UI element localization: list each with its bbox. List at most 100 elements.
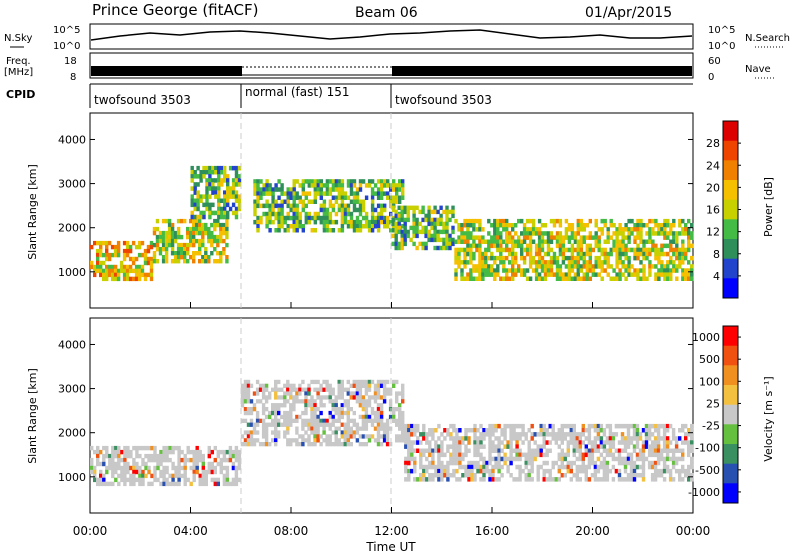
velocity-echo-cell <box>364 418 369 423</box>
velocity-echo-cell <box>325 379 329 385</box>
velocity-echo-cell <box>611 440 616 445</box>
power-echo-cell <box>313 211 317 217</box>
velocity-echo-cell <box>500 464 504 470</box>
power-echo-cell <box>537 255 542 261</box>
power-echo-cell <box>514 260 518 265</box>
velocity-echo-cell <box>123 461 127 467</box>
velocity-echo-cell <box>488 436 492 441</box>
velocity-colorbar-frame <box>722 325 739 504</box>
velocity-echo-cell <box>458 460 462 466</box>
velocity-echo-cell <box>334 418 338 423</box>
velocity-echo-cell <box>165 469 169 475</box>
power-echo-cell <box>210 251 214 256</box>
power-echo-cell <box>176 251 181 256</box>
power-echo-cell <box>179 247 184 252</box>
velocity-echo-cell <box>367 414 372 420</box>
power-echo-cell <box>469 276 473 281</box>
velocity-echo-cell <box>446 477 450 482</box>
power-echo-cell <box>561 276 566 281</box>
velocity-echo-cell <box>635 423 640 429</box>
velocity-echo-cell <box>542 428 546 433</box>
power-echo-cell <box>502 264 506 269</box>
velocity-echo-cell <box>446 432 450 437</box>
power-echo-cell <box>558 268 563 273</box>
velocity-echo-cell <box>572 428 576 433</box>
velocity-echo-cell <box>117 453 121 459</box>
velocity-echo-cell <box>261 403 266 408</box>
power-echo-cell <box>307 215 311 221</box>
power-echo-cell <box>567 247 572 253</box>
power-echo-cell <box>226 182 230 187</box>
power-echo-cell <box>481 227 485 232</box>
power-echo-cell <box>472 255 476 261</box>
power-echo-cell <box>657 276 661 281</box>
power-echo-cell <box>558 276 563 281</box>
power-echo-cell <box>454 218 458 224</box>
velocity-echo-cell <box>337 391 341 396</box>
velocity-echo-cell <box>153 449 157 455</box>
power-echo-cell <box>395 199 399 204</box>
power-echo-cell <box>534 264 539 269</box>
velocity-colorbar-tick-label: -1000 <box>688 486 720 499</box>
velocity-colorbar-tick-label: -25 <box>702 420 720 433</box>
power-echo-cell <box>128 276 133 282</box>
velocity-echo-cell <box>192 449 196 455</box>
velocity-echo-cell <box>575 473 579 478</box>
power-echo-cell <box>280 207 284 213</box>
velocity-echo-cell <box>690 464 694 470</box>
velocity-echo-cell <box>407 456 411 462</box>
velocity-echo-cell <box>243 438 248 443</box>
velocity-echo-cell <box>605 436 610 441</box>
velocity-echo-cell <box>428 477 432 482</box>
velocity-echo-cell <box>629 456 634 462</box>
power-echo-cell <box>588 231 592 236</box>
velocity-echo-cell <box>681 468 685 474</box>
power-echo-cell <box>457 235 461 240</box>
power-echo-cell <box>496 255 500 261</box>
velocity-echo-cell <box>632 464 637 470</box>
velocity-echo-cell <box>123 469 127 475</box>
velocity-echo-cell <box>198 457 202 463</box>
velocity-echo-cell <box>632 477 637 482</box>
velocity-echo-cell <box>434 468 438 474</box>
power-echo-cell <box>690 255 694 261</box>
velocity-echo-cell <box>539 464 543 470</box>
velocity-echo-cell <box>358 442 363 447</box>
velocity-echo-cell <box>542 452 546 458</box>
power-echo-cell <box>660 251 664 257</box>
velocity-echo-cell <box>174 445 178 451</box>
power-echo-cell <box>195 251 199 256</box>
power-echo-cell <box>543 231 548 236</box>
power-echo-cell <box>219 230 223 236</box>
velocity-echo-cell <box>401 422 405 427</box>
power-echo-cell <box>654 255 658 261</box>
velocity-echo-cell <box>346 442 350 447</box>
power-echo-cell <box>457 260 461 265</box>
velocity-echo-cell <box>575 464 579 470</box>
power-echo-cell <box>289 207 293 213</box>
power-echo-cell <box>627 218 631 224</box>
power-echo-cell <box>478 268 482 273</box>
velocity-echo-cell <box>313 403 317 408</box>
velocity-echo-cell <box>503 452 507 458</box>
power-echo-cell <box>167 238 172 244</box>
power-echo-cell <box>225 234 229 240</box>
power-echo-cell <box>217 202 221 208</box>
velocity-echo-cell <box>467 440 471 445</box>
velocity-echo-cell <box>343 387 347 392</box>
power-echo-cell <box>579 276 583 281</box>
velocity-echo-cell <box>515 456 519 462</box>
power-echo-cell <box>555 239 560 244</box>
power-echo-cell <box>271 191 275 196</box>
power-echo-cell <box>383 224 387 229</box>
power-echo-cell <box>352 228 357 233</box>
velocity-echo-cell <box>271 422 275 427</box>
power-echo-cell <box>295 224 299 229</box>
velocity-echo-cell <box>684 473 688 478</box>
velocity-echo-cell <box>605 423 610 429</box>
velocity-echo-cell <box>530 477 534 482</box>
velocity-echo-cell <box>231 461 236 467</box>
velocity-echo-cell <box>361 399 366 404</box>
power-colorbar-tick-label: 8 <box>713 248 720 261</box>
power-echo-cell <box>427 229 431 235</box>
